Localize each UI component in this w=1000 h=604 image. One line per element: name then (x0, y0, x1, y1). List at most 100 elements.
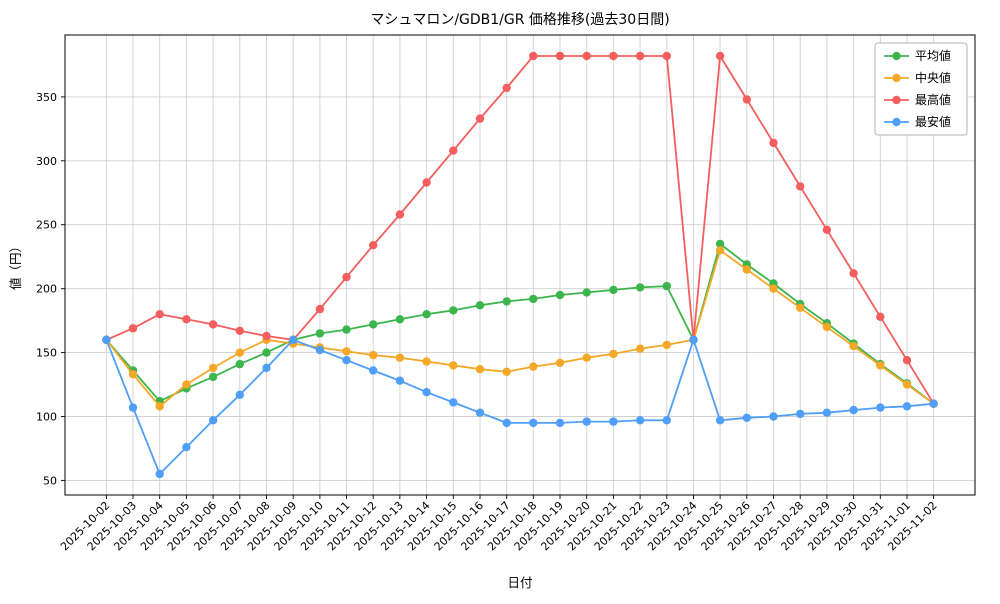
series-min-marker (796, 409, 805, 419)
series-median-marker (582, 353, 591, 362)
series-median-marker (662, 340, 671, 350)
series-avg-marker (715, 239, 725, 249)
series-min-marker (502, 418, 511, 428)
series-median-marker (342, 347, 351, 356)
series-min-marker (902, 402, 912, 411)
series-max-marker (208, 320, 218, 329)
series-min-marker (689, 335, 698, 344)
series-min-marker (635, 416, 645, 425)
series-median-marker (208, 363, 218, 373)
y-tick-label: 350 (36, 91, 57, 104)
series-avg-marker (422, 310, 431, 319)
series-min-marker (769, 412, 778, 421)
series-max-marker (902, 356, 912, 365)
series-median-marker (449, 361, 458, 370)
series-avg-marker (555, 290, 565, 300)
series-median-marker (182, 380, 191, 389)
series-max-marker (609, 51, 618, 61)
series-median-marker (422, 357, 431, 366)
series-median-marker (555, 358, 565, 367)
series-max-marker (422, 178, 431, 187)
series-avg-marker (609, 285, 618, 295)
series-max-marker (715, 51, 725, 61)
series-min-marker (262, 363, 271, 373)
series-max-marker (635, 51, 645, 61)
legend-marker-median (892, 73, 901, 83)
series-median-marker (635, 344, 645, 353)
legend-label-median: 中央値 (915, 70, 951, 85)
legend-marker-min (892, 117, 901, 127)
axes: 2025-10-022025-10-032025-10-042025-10-05… (36, 91, 940, 553)
series-avg-marker (475, 301, 485, 310)
legend-item-avg: 平均値 (884, 48, 951, 63)
series-min-marker (449, 398, 458, 407)
series-max-marker (742, 95, 751, 104)
series-min (102, 335, 938, 479)
series-min-marker (555, 418, 565, 428)
series-min-marker (929, 399, 938, 408)
legend-item-max: 最高値 (884, 92, 951, 107)
series-min-marker (876, 403, 885, 412)
series-max-line (106, 55, 935, 405)
series-min-marker (662, 416, 671, 425)
series-min-marker (715, 416, 725, 425)
series-median-marker (715, 246, 725, 255)
series-max-marker (369, 241, 378, 250)
series-min-marker (182, 443, 191, 452)
series-max-marker (662, 51, 671, 61)
series-min-marker (609, 417, 618, 426)
series-min-marker (395, 376, 405, 385)
series-median-marker (475, 365, 485, 374)
series-max-marker (182, 315, 191, 324)
plot-border (64, 34, 976, 496)
series-avg-marker (502, 297, 511, 306)
legend-box (874, 42, 968, 136)
series-min-marker (849, 405, 858, 415)
series-avg-marker (395, 315, 405, 324)
legend-item-median: 中央値 (884, 70, 951, 85)
series-min-marker (342, 356, 351, 365)
series-median-marker (502, 367, 511, 376)
series-median-marker (235, 348, 244, 357)
series-min-marker (289, 335, 298, 344)
series-max-marker (235, 326, 244, 335)
series-median-marker (796, 303, 805, 312)
series-avg-marker (662, 281, 671, 291)
series-avg-line (105, 242, 935, 405)
series-max-marker (502, 83, 511, 93)
series-min-marker (422, 388, 431, 397)
series-max-marker (876, 312, 885, 321)
series-avg-marker (208, 372, 218, 382)
series-max-marker (796, 182, 805, 191)
series-median-marker (609, 349, 618, 359)
series-avg-marker (582, 288, 591, 297)
series-max-marker (155, 310, 164, 319)
series-max-marker (529, 51, 538, 61)
series-avg-marker (235, 359, 244, 369)
series-avg (102, 239, 938, 408)
series-avg-marker (529, 294, 538, 304)
chart-title: マシュマロン/GDB1/GR 価格推移(過去30日間) (370, 12, 669, 28)
legend-label-avg: 平均値 (915, 48, 951, 63)
series-max-marker (395, 210, 405, 219)
series-max-marker (555, 51, 565, 61)
series-min-marker (155, 469, 164, 479)
y-tick-label: 150 (36, 347, 57, 360)
series-min-marker (315, 345, 325, 355)
series-min-marker (582, 417, 591, 426)
series-min-marker (529, 418, 538, 428)
y-tick-label: 250 (36, 219, 57, 232)
series-median-marker (395, 353, 405, 362)
series-min-marker (742, 413, 751, 422)
gridlines (65, 35, 975, 495)
series-min-marker (475, 408, 485, 417)
series-median-marker (155, 402, 164, 411)
series-min-line (105, 338, 934, 475)
series-max (102, 51, 938, 408)
series-median-marker (128, 370, 138, 379)
legend-label-min: 最安値 (915, 114, 951, 129)
series-max-marker (769, 138, 778, 148)
